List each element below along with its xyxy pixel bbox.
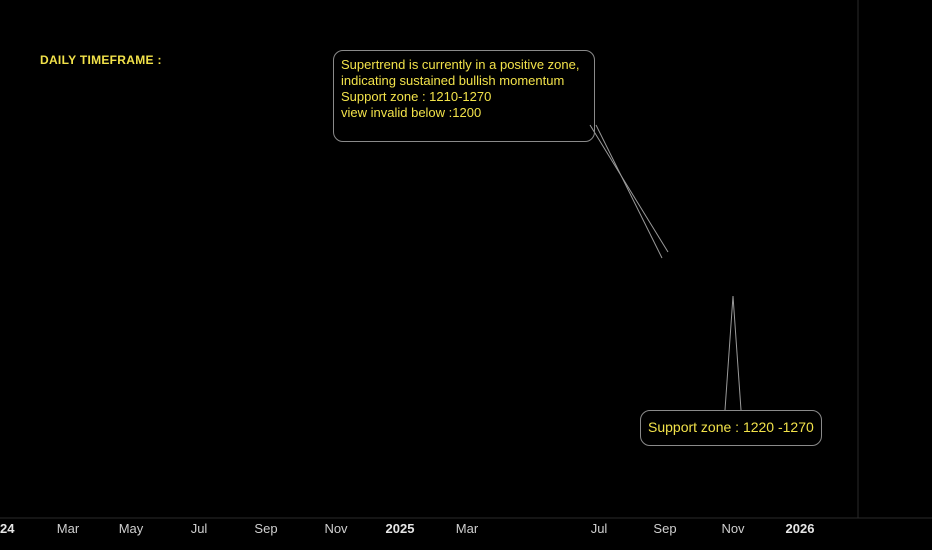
- x-tick-label: Nov: [721, 521, 745, 536]
- annotation-pointer: [589, 124, 669, 253]
- x-tick-label: Sep: [653, 521, 676, 536]
- annotation-line: Supertrend is currently in a positive zo…: [341, 57, 580, 72]
- support-zone-annotation-box: Support zone : 1220 -1270: [640, 410, 822, 446]
- x-tick-label: Jul: [191, 521, 208, 536]
- annotation-pointer: [595, 124, 663, 259]
- annotation-line: Support zone : 1210-1270: [341, 89, 492, 104]
- annotation-line: view invalid below :1200: [341, 105, 482, 120]
- x-tick-label: Mar: [456, 521, 479, 536]
- x-tick-label: 24: [0, 521, 15, 536]
- x-tick-label: Sep: [254, 521, 277, 536]
- x-tick-label: May: [119, 521, 144, 536]
- supertrend-annotation-box: Supertrend is currently in a positive zo…: [333, 50, 595, 142]
- support-pointer: [724, 295, 742, 411]
- x-tick-label: Nov: [324, 521, 348, 536]
- x-tick-label: Jul: [591, 521, 608, 536]
- x-tick-label: Mar: [57, 521, 80, 536]
- timeframe-label: DAILY TIMEFRAME :: [40, 53, 162, 67]
- annotation-line: indicating sustained bullish momentum: [341, 73, 565, 88]
- x-tick-label: 2025: [386, 521, 415, 536]
- x-tick-label: 2026: [786, 521, 815, 536]
